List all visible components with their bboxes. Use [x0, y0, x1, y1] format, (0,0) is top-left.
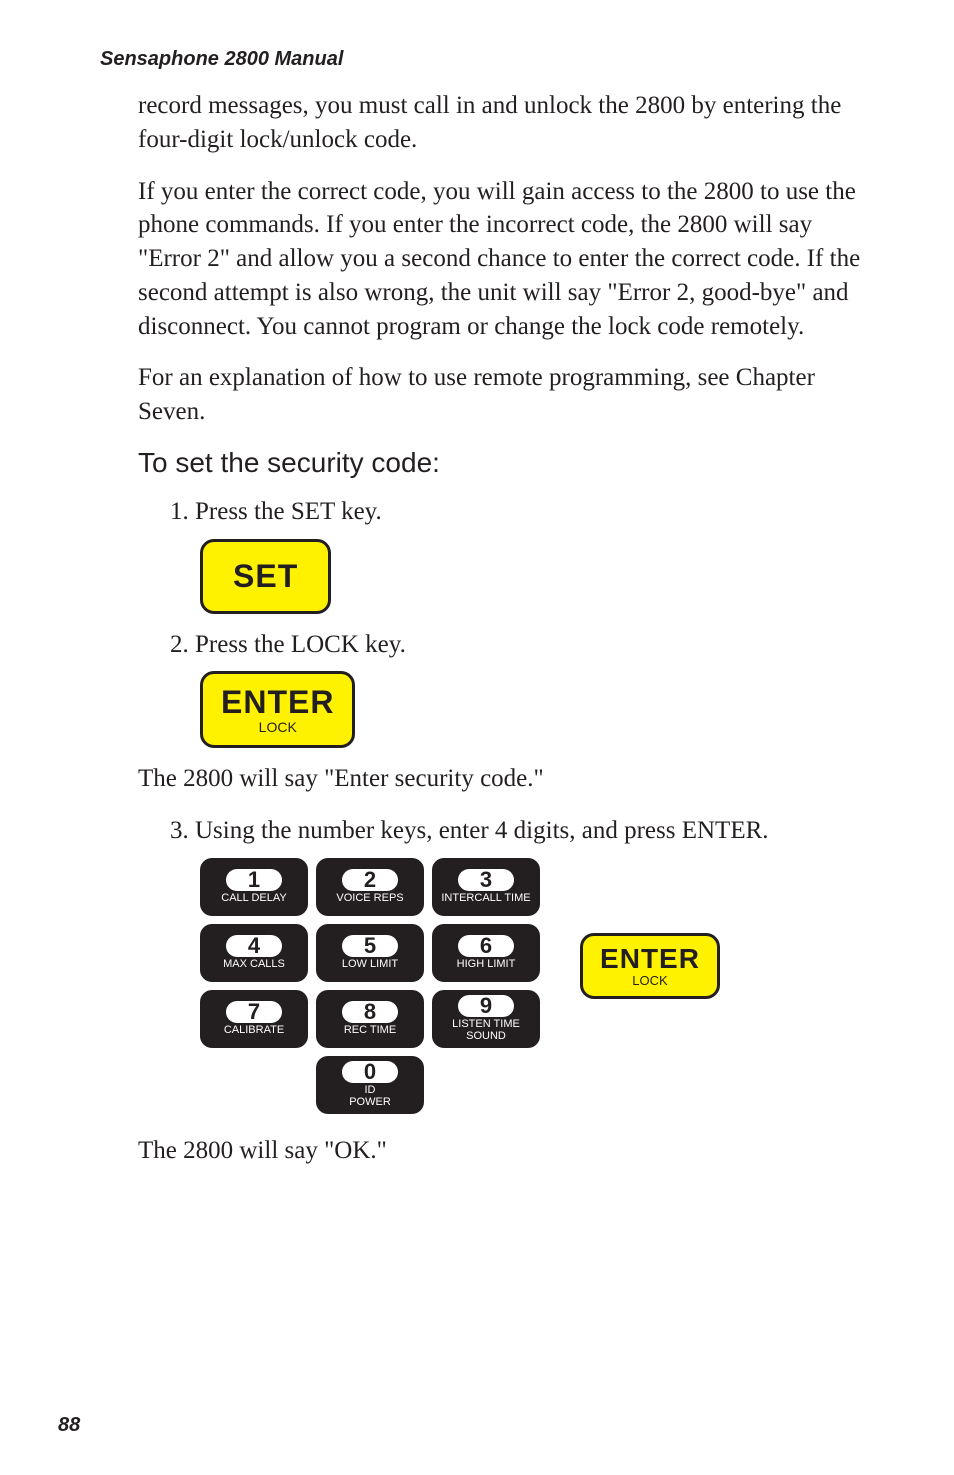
enter-key-main: ENTER [221, 684, 334, 721]
key-2-num: 2 [342, 869, 398, 891]
key-1: 1 CALL DELAY [200, 858, 308, 916]
set-key-label: SET [233, 558, 298, 595]
final-text: The 2800 will say "OK." [138, 1134, 874, 1168]
key-2-label: VOICE REPS [336, 893, 403, 905]
key-9-label: LISTEN TIME SOUND [452, 1019, 520, 1042]
key-4: 4 MAX CALLS [200, 924, 308, 982]
set-key: SET [200, 539, 331, 614]
key-7-label: CALIBRATE [224, 1025, 284, 1037]
key-3: 3 INTERCALL TIME [432, 858, 540, 916]
key-7: 7 CALIBRATE [200, 990, 308, 1048]
paragraph-1: record messages, you must call in and un… [138, 89, 874, 157]
enter-right-main: ENTER [600, 943, 700, 975]
paragraph-3: For an explanation of how to use remote … [138, 361, 874, 429]
key-5-label: LOW LIMIT [342, 959, 398, 971]
page-header: Sensaphone 2800 Manual [100, 48, 874, 71]
paragraph-2: If you enter the correct code, you will … [138, 175, 874, 344]
key-7-num: 7 [226, 1001, 282, 1023]
key-2: 2 VOICE REPS [316, 858, 424, 916]
key-5: 5 LOW LIMIT [316, 924, 424, 982]
enter-key-row: ENTER LOCK [200, 671, 874, 748]
key-6: 6 HIGH LIMIT [432, 924, 540, 982]
enter-key-right: ENTER LOCK [580, 933, 720, 999]
mid-text: The 2800 will say "Enter security code." [138, 762, 874, 796]
step-3: 3. Using the number keys, enter 4 digits… [170, 814, 874, 848]
enter-key-sub: LOCK [259, 719, 297, 735]
key-0: 0 ID POWER [316, 1056, 424, 1114]
page-number: 88 [58, 1414, 80, 1437]
number-keypad: 1 CALL DELAY 2 VOICE REPS 3 INTERCALL TI… [200, 858, 540, 1114]
key-9-num: 9 [458, 995, 514, 1017]
key-1-label: CALL DELAY [221, 893, 286, 905]
set-key-row: SET [200, 539, 874, 614]
key-4-label: MAX CALLS [223, 959, 285, 971]
key-8: 8 REC TIME [316, 990, 424, 1048]
key-6-num: 6 [458, 935, 514, 957]
key-8-num: 8 [342, 1001, 398, 1023]
key-5-num: 5 [342, 935, 398, 957]
step-2: 2. Press the LOCK key. [170, 628, 874, 662]
key-8-label: REC TIME [344, 1025, 396, 1037]
key-1-num: 1 [226, 869, 282, 891]
key-3-num: 3 [458, 869, 514, 891]
key-3-label: INTERCALL TIME [441, 893, 530, 905]
key-0-num: 0 [342, 1061, 398, 1083]
key-0-label: ID POWER [349, 1085, 391, 1108]
enter-right-sub: LOCK [632, 973, 667, 988]
key-6-label: HIGH LIMIT [457, 959, 516, 971]
step-1: 1. Press the SET key. [170, 495, 874, 529]
keypad-area: 1 CALL DELAY 2 VOICE REPS 3 INTERCALL TI… [200, 858, 874, 1114]
key-9: 9 LISTEN TIME SOUND [432, 990, 540, 1048]
key-4-num: 4 [226, 935, 282, 957]
section-title: To set the security code: [138, 447, 874, 479]
enter-lock-key: ENTER LOCK [200, 671, 355, 748]
